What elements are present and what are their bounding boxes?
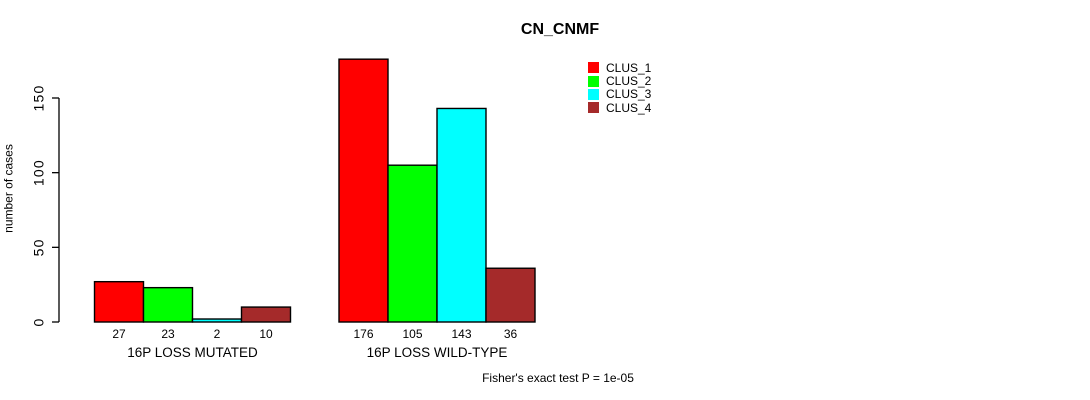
bar-clus_4 <box>240 306 292 323</box>
group-label: 16P LOSS WILD-TYPE <box>367 345 508 360</box>
fisher-test-annotation: Fisher's exact test P = 1e-05 <box>482 371 634 385</box>
bar-value-label: 176 <box>353 327 373 341</box>
bar-value-label: 23 <box>161 327 175 341</box>
legend-item: CLUS_2 <box>588 74 652 89</box>
legend-label: CLUS_4 <box>606 100 652 115</box>
bar-value-label: 105 <box>402 327 422 341</box>
group-label: 16P LOSS MUTATED <box>127 345 258 360</box>
chart-title: CN_CNMF <box>520 21 600 38</box>
bar-clus_3 <box>436 107 487 323</box>
bar-clus_2 <box>142 286 194 323</box>
bar-value-label: 36 <box>504 327 518 341</box>
legend: CLUS_1 CLUS_2 CLUS_3 CLUS_4 <box>588 61 651 115</box>
bar-value-label: 27 <box>112 327 126 341</box>
bar-clus_3 <box>191 318 243 323</box>
bar-clus_1 <box>93 280 145 323</box>
bar-value-label: 2 <box>214 327 221 341</box>
legend-label: CLUS_3 <box>606 87 652 102</box>
legend-item: CLUS_4 <box>588 100 652 115</box>
y-tick-label: 100 <box>31 159 47 186</box>
legend-item: CLUS_3 <box>588 87 652 102</box>
bar-value-label: 10 <box>259 327 273 341</box>
legend-swatch-clus-4 <box>588 102 599 114</box>
bar-value-label: 143 <box>451 327 471 341</box>
legend-swatch-clus-2 <box>588 75 599 87</box>
legend-item: CLUS_1 <box>588 60 652 75</box>
bar-clus_4 <box>485 267 536 323</box>
legend-label: CLUS_2 <box>606 74 652 89</box>
legend-label: CLUS_1 <box>606 60 652 75</box>
y-tick-label: 150 <box>31 85 47 112</box>
y-tick-label: 50 <box>31 238 47 256</box>
bar-clus_2 <box>387 164 438 323</box>
y-tick-label: 0 <box>31 318 47 327</box>
bar-clus_1 <box>338 58 389 323</box>
legend-swatch-clus-3 <box>588 88 599 100</box>
legend-swatch-clus-1 <box>588 62 599 74</box>
